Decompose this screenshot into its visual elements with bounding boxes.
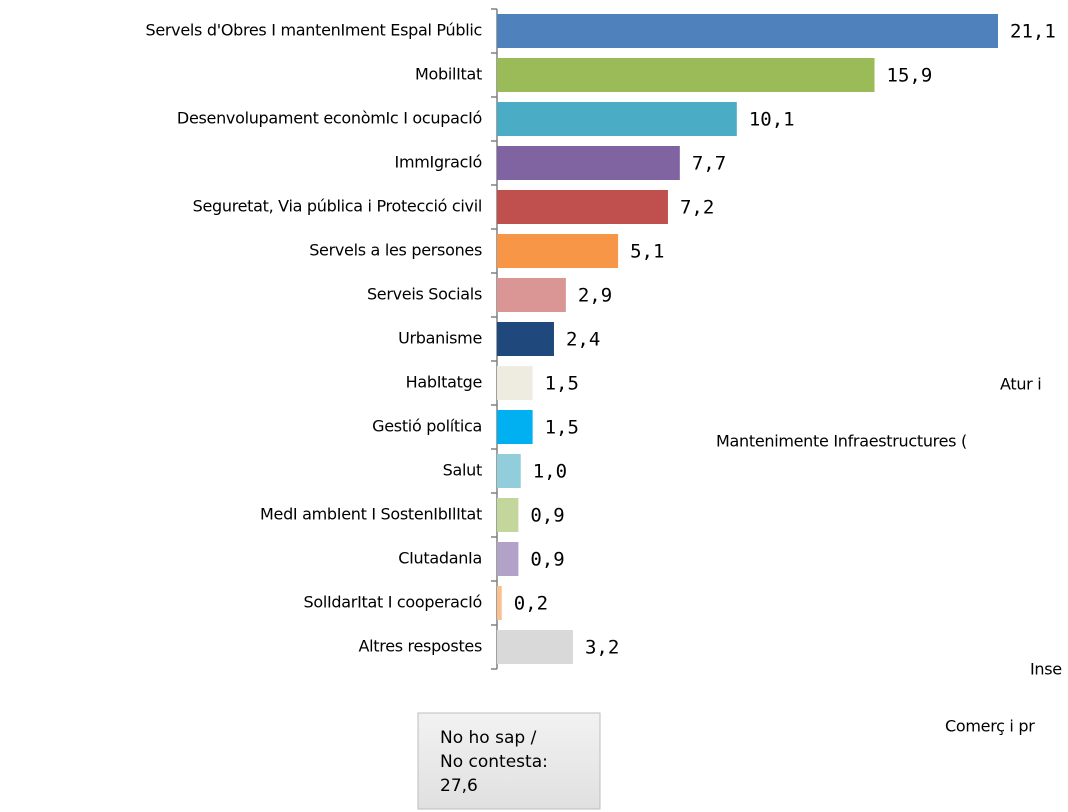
annotation: Comerç i pr (945, 717, 1035, 736)
category-label: Urbanisme (398, 329, 482, 348)
bar (497, 58, 875, 92)
category-label: Gestió política (372, 417, 482, 436)
bar (497, 322, 554, 356)
category-label: ImmIgracIó (395, 153, 482, 172)
value-label: 5,1 (630, 241, 664, 263)
note-text: No contesta: (440, 752, 548, 772)
bar (497, 278, 566, 312)
value-label: 1,5 (545, 373, 579, 395)
category-label: SolIdarItat I cooperacIó (304, 593, 482, 612)
bar (497, 366, 533, 400)
bar (497, 234, 619, 268)
note-text: No ho sap / (440, 728, 537, 748)
category-label: Servels d'Obres I mantenIment Espal Públ… (146, 21, 483, 40)
value-label: 10,1 (749, 109, 795, 131)
value-label: 3,2 (585, 637, 619, 659)
bar (497, 410, 533, 444)
bar (497, 454, 521, 488)
bar (497, 146, 680, 180)
category-label: Altres respostes (359, 637, 483, 656)
note-box (417, 712, 601, 810)
value-label: 21,1 (1010, 21, 1056, 43)
value-label: 0,9 (530, 549, 564, 571)
annotation: Atur i (1000, 375, 1041, 394)
annotation: Inse (1030, 660, 1062, 679)
note-text: 27,6 (440, 776, 478, 796)
value-label: 7,7 (692, 153, 726, 175)
value-label: 2,4 (566, 329, 600, 351)
annotation: Mantenimente Infraestructures ( (716, 432, 967, 451)
category-label: MedI ambIent I SostenIbIlItat (260, 505, 482, 524)
category-label: MobilItat (415, 65, 482, 84)
bar (497, 14, 998, 48)
category-label: Seguretat, Via pública i Protecció civil (193, 197, 482, 216)
value-label: 15,9 (887, 65, 933, 87)
value-label: 7,2 (680, 197, 714, 219)
bar (497, 586, 502, 620)
category-label: Serveis Socials (367, 285, 482, 304)
value-label: 0,2 (514, 593, 548, 615)
category-label: CIutadanIa (398, 549, 482, 568)
category-label: Desenvolupament econòmIc I ocupacIó (177, 109, 482, 128)
bar (497, 190, 668, 224)
value-label: 0,9 (530, 505, 564, 527)
category-label: Salut (443, 461, 482, 480)
bar (497, 498, 519, 532)
bar (497, 630, 573, 664)
bar (497, 102, 737, 136)
category-label: Servels a les persones (309, 241, 482, 260)
value-label: 2,9 (578, 285, 612, 307)
value-label: 1,0 (533, 461, 567, 483)
value-label: 1,5 (545, 417, 579, 439)
bar (497, 542, 519, 576)
category-label: HabItatge (406, 373, 482, 392)
